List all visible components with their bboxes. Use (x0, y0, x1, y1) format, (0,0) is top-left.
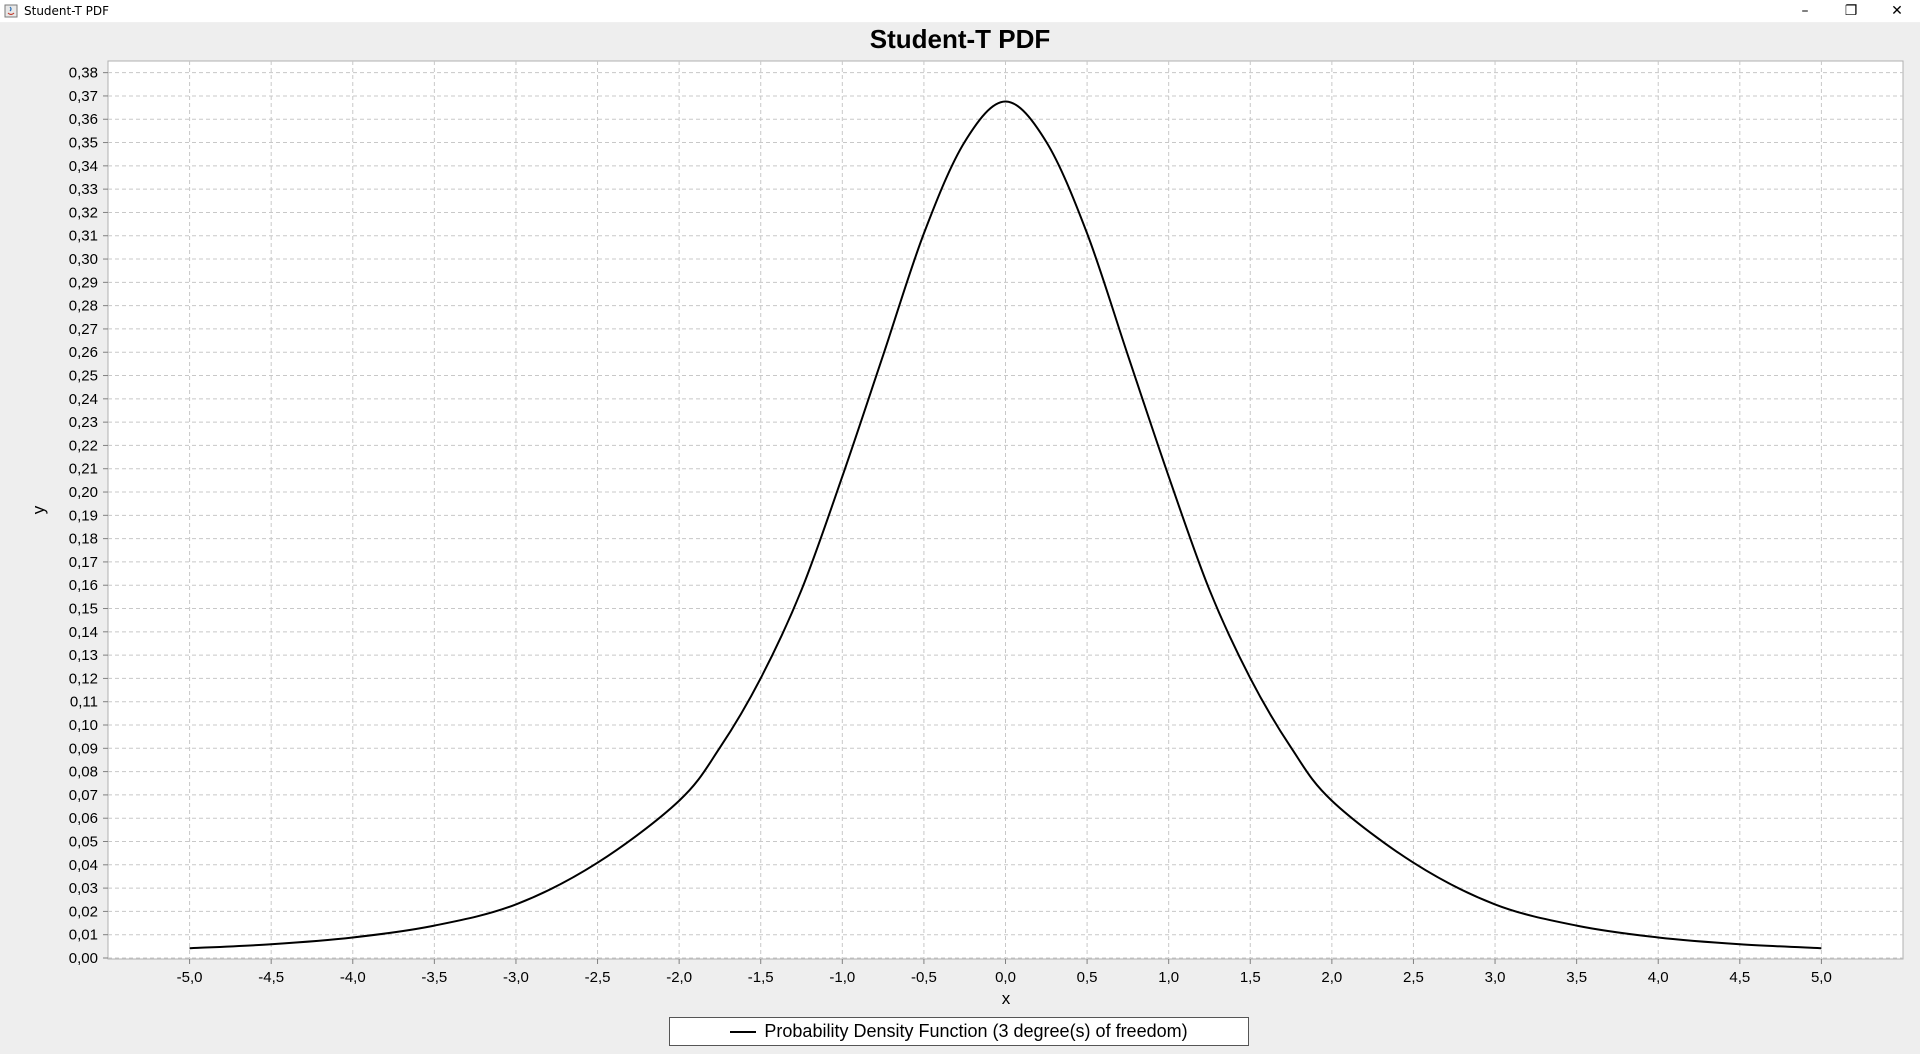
window-title: Student-T PDF (24, 4, 109, 18)
y-tick-label: 0,16 (69, 577, 98, 594)
y-tick-label: 0,13 (69, 647, 98, 664)
x-tick-label: -3,0 (503, 969, 529, 986)
x-tick-label: -3,5 (421, 969, 447, 986)
x-tick-label: 2,5 (1403, 969, 1424, 986)
y-tick-label: 0,33 (69, 181, 98, 198)
y-tick-label: 0,11 (70, 694, 98, 711)
y-tick-label: 0,00 (69, 950, 98, 967)
restore-button[interactable]: ❐ (1844, 3, 1858, 19)
y-tick-label: 0,26 (69, 344, 98, 361)
y-tick-label: 0,20 (69, 484, 98, 501)
legend-swatch (730, 1030, 757, 1033)
chart-panel: Student-T PDF 0,00 0,01 0,02 0,03 0,04 0,05 0,… (0, 22, 1920, 1050)
x-tick-label: 3,5 (1566, 969, 1587, 986)
y-tick-label: 0,34 (69, 158, 98, 175)
legend-label: Probability Density Function (3 degree(s… (764, 1021, 1188, 1041)
java-app-icon (4, 4, 18, 18)
y-tick-label: 0,37 (69, 88, 98, 105)
y-tick-label: 0,28 (69, 298, 98, 315)
y-tick-label: 0,01 (69, 927, 98, 944)
y-tick-label: 0,35 (69, 135, 98, 152)
y-tick-label: 0,08 (69, 764, 98, 781)
x-tick-label: -0,5 (911, 969, 937, 986)
y-tick-label: 0,04 (69, 857, 98, 874)
window-controls: – ❐ ✕ (1782, 0, 1920, 22)
x-tick-label: 4,0 (1648, 969, 1669, 986)
y-tick-label: 0,15 (69, 601, 98, 618)
y-tick-label: 0,29 (69, 274, 98, 291)
y-tick-label: 0,32 (69, 204, 98, 221)
x-tick-label: -4,5 (258, 969, 284, 986)
y-tick-label: 0,27 (69, 321, 98, 338)
y-tick-label: 0,31 (69, 228, 98, 245)
y-axis-ticks: 0,00 0,01 0,02 0,03 0,04 0,05 0,06 0,07 0,08 0,09… (69, 65, 108, 967)
x-tick-label: 3,0 (1485, 969, 1506, 986)
legend: Probability Density Function (3 degree(s… (669, 1017, 1249, 1046)
x-axis-ticks: -5,0 -4,5 -4,0 -3,5 -3,0 -2,5 -2,0 -1,5 -1,0 -0,5… (177, 959, 1832, 986)
y-tick-label: 0,38 (69, 65, 98, 82)
x-tick-label: 2,0 (1321, 969, 1342, 986)
y-tick-label: 0,23 (69, 414, 98, 431)
y-tick-label: 0,22 (69, 437, 98, 454)
x-tick-label: 4,5 (1729, 969, 1750, 986)
pdf-chart: Student-T PDF 0,000,010,020,030,040,050,… (29, 24, 1904, 1008)
y-tick-label: 0,06 (69, 810, 98, 827)
x-tick-label: -2,5 (585, 969, 611, 986)
x-tick-label: 0,5 (1077, 969, 1098, 986)
x-tick-label: 0,0 (995, 969, 1016, 986)
x-tick-label: -2,0 (666, 969, 692, 986)
y-tick-label: 0,21 (69, 461, 98, 478)
y-axis-label: y (29, 505, 48, 514)
window-titlebar: Student-T PDF – ❐ ✕ (0, 0, 1920, 23)
x-tick-label: -4,0 (340, 969, 366, 986)
y-tick-label: 0,17 (69, 554, 98, 571)
y-tick-label: 0,25 (69, 368, 98, 385)
y-tick-label: 0,19 (69, 507, 98, 524)
y-tick-label: 0,05 (69, 834, 98, 851)
x-tick-label: 1,5 (1240, 969, 1261, 986)
x-axis-label: x (1002, 989, 1011, 1008)
x-tick-label: -1,0 (829, 969, 855, 986)
minimize-button[interactable]: – (1801, 3, 1809, 19)
y-tick-label: 0,14 (69, 624, 98, 641)
grid-layer (108, 61, 1903, 959)
y-tick-label: 0,24 (69, 391, 98, 408)
x-tick-label: -5,0 (177, 969, 203, 986)
x-tick-label: 1,0 (1158, 969, 1179, 986)
x-tick-label: 5,0 (1811, 969, 1832, 986)
y-tick-label: 0,07 (69, 787, 98, 804)
y-tick-label: 0,03 (69, 880, 98, 897)
y-tick-label: 0,36 (69, 111, 98, 128)
y-tick-label: 0,30 (69, 251, 98, 268)
x-tick-label: -1,5 (748, 969, 774, 986)
chart-title: Student-T PDF (870, 24, 1051, 54)
close-button[interactable]: ✕ (1891, 3, 1903, 19)
series-line (189, 100, 1822, 950)
y-tick-label: 0,10 (69, 717, 98, 734)
y-tick-label: 0,18 (69, 531, 98, 548)
y-tick-label: 0,02 (69, 903, 98, 920)
y-tick-label: 0,09 (69, 740, 98, 757)
y-tick-label: 0,12 (69, 670, 98, 687)
